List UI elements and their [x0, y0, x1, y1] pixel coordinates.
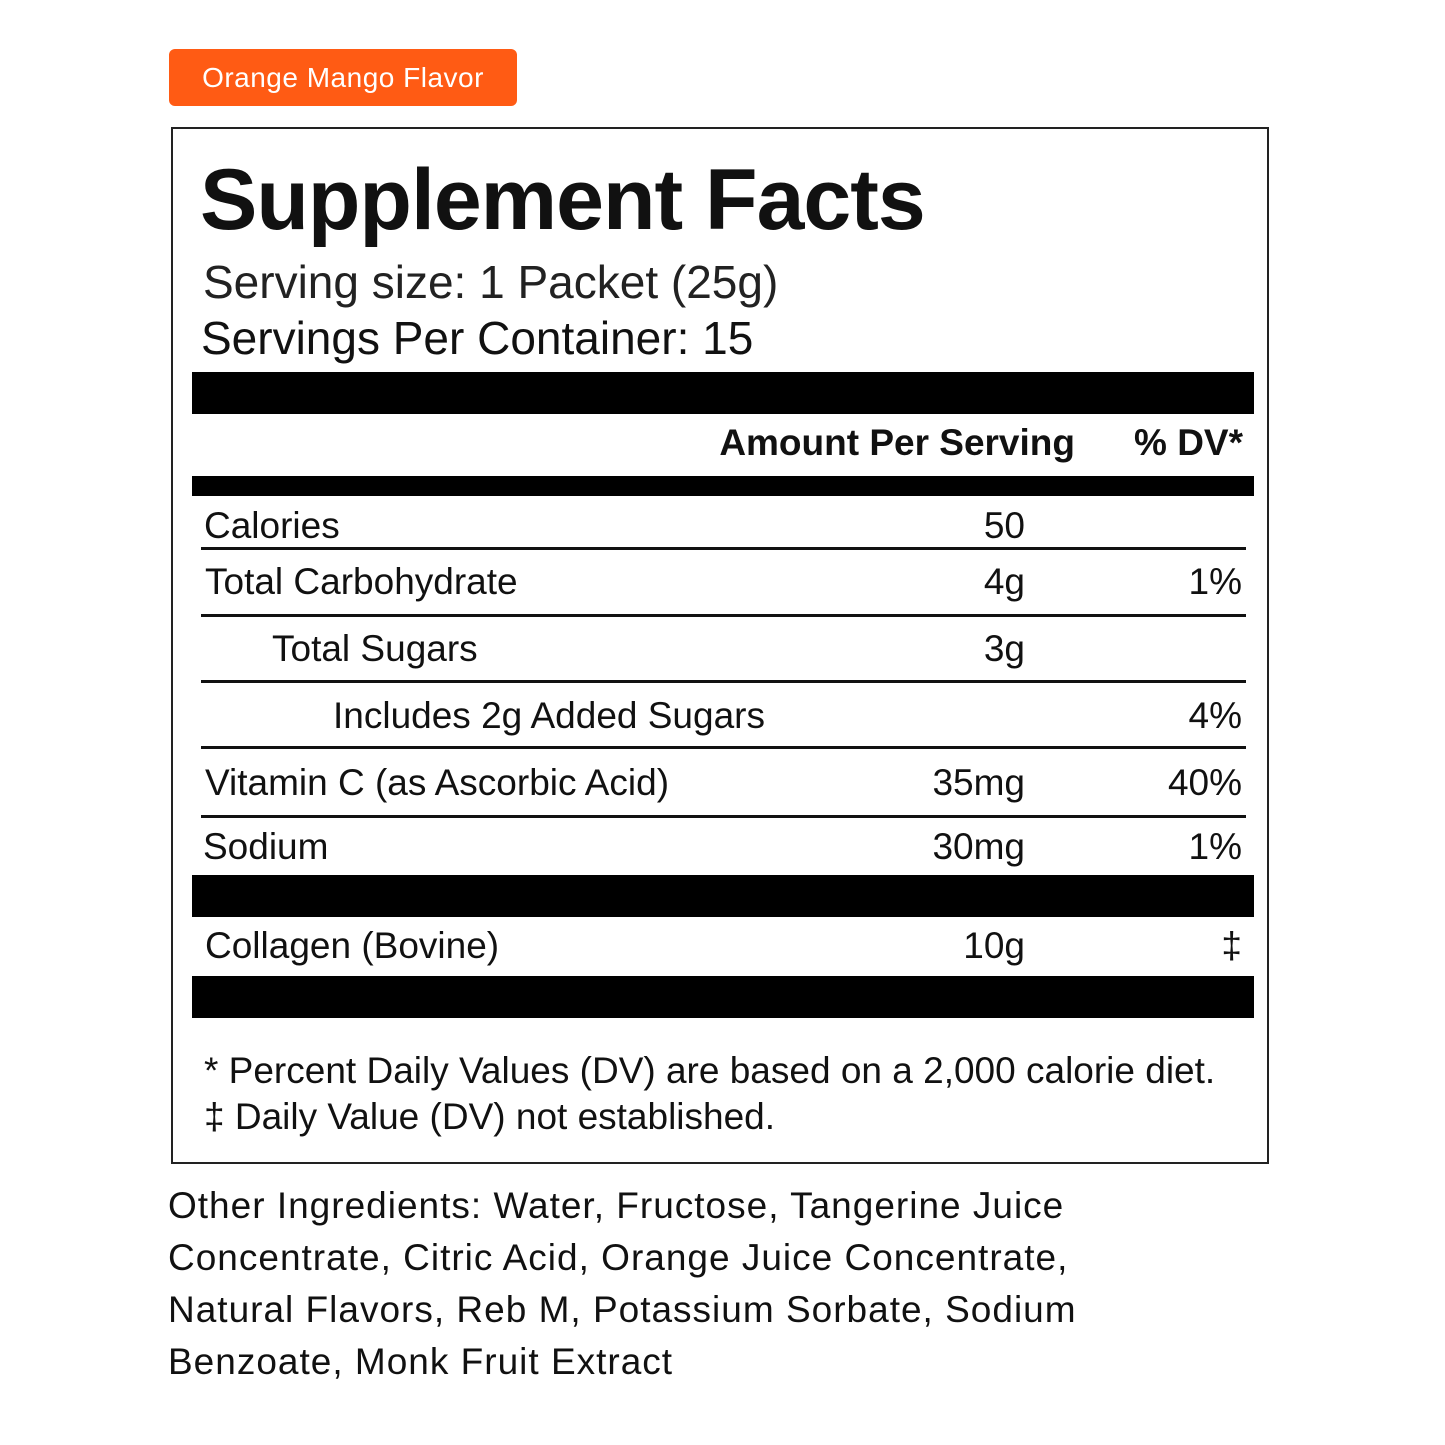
amount-per-serving-header: Amount Per Serving: [660, 418, 1075, 468]
row-label-total-sugars: Total Sugars: [272, 624, 478, 674]
row-dv-vitamin-c: 40%: [1090, 758, 1242, 808]
percent-dv-header: % DV*: [1100, 418, 1243, 468]
row-divider: [201, 614, 1246, 617]
row-amount-sodium: 30mg: [820, 822, 1025, 872]
footnote-dv-not-established: ‡ Daily Value (DV) not established.: [204, 1094, 775, 1140]
row-label-total-carbohydrate: Total Carbohydrate: [205, 557, 518, 607]
servings-per-container: Servings Per Container: 15: [201, 310, 753, 366]
footnote-percent-dv: * Percent Daily Values (DV) are based on…: [204, 1048, 1215, 1094]
row-amount-collagen: 10g: [820, 921, 1025, 971]
row-label-sodium: Sodium: [203, 822, 328, 872]
row-dv-total-carbohydrate: 1%: [1090, 557, 1242, 607]
serving-size: Serving size: 1 Packet (25g): [203, 254, 778, 310]
row-dv-collagen: ‡: [1090, 921, 1242, 971]
row-divider: [201, 680, 1246, 683]
row-divider: [201, 815, 1246, 818]
row-divider: [201, 547, 1246, 550]
row-label-added-sugars: Includes 2g Added Sugars: [333, 691, 765, 741]
row-amount-calories: 50: [820, 501, 1025, 551]
row-dv-sodium: 1%: [1090, 822, 1242, 872]
row-divider: [201, 746, 1246, 749]
medium-divider: [192, 476, 1254, 496]
row-label-vitamin-c: Vitamin C (as Ascorbic Acid): [205, 758, 669, 808]
flavor-badge: Orange Mango Flavor: [169, 49, 517, 106]
row-amount-vitamin-c: 35mg: [820, 758, 1025, 808]
thick-divider-bottom: [192, 976, 1254, 1018]
row-label-calories: Calories: [204, 501, 340, 551]
panel-title: Supplement Facts: [200, 150, 925, 250]
row-dv-added-sugars: 4%: [1090, 691, 1242, 741]
row-label-collagen: Collagen (Bovine): [205, 921, 499, 971]
row-amount-total-sugars: 3g: [820, 624, 1025, 674]
thick-divider-middle: [192, 875, 1254, 917]
row-amount-total-carbohydrate: 4g: [820, 557, 1025, 607]
other-ingredients: Other Ingredients: Water, Fructose, Tang…: [168, 1180, 1188, 1388]
thick-divider-top: [192, 372, 1254, 414]
